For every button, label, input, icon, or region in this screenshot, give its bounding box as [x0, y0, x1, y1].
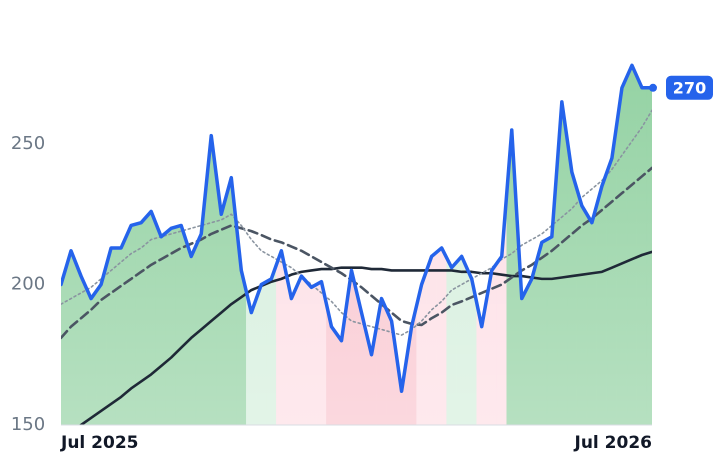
last-value-label: 270	[673, 78, 706, 97]
series-line	[78, 250, 652, 425]
series-line	[61, 63, 652, 394]
last-value-badge	[666, 75, 713, 100]
x-tick-label: Jul 2026	[574, 433, 653, 453]
x-tick-label: Jul 2025	[60, 433, 139, 453]
axes: 150 200 250 Jul 2025 Jul 2026 270	[11, 75, 713, 453]
y-tick-label: 150	[11, 414, 45, 435]
series-line	[61, 166, 652, 340]
last-value-dot	[649, 83, 657, 92]
y-tick-label: 200	[11, 274, 45, 295]
line-layer	[61, 63, 652, 425]
y-tick-label: 250	[11, 133, 45, 154]
